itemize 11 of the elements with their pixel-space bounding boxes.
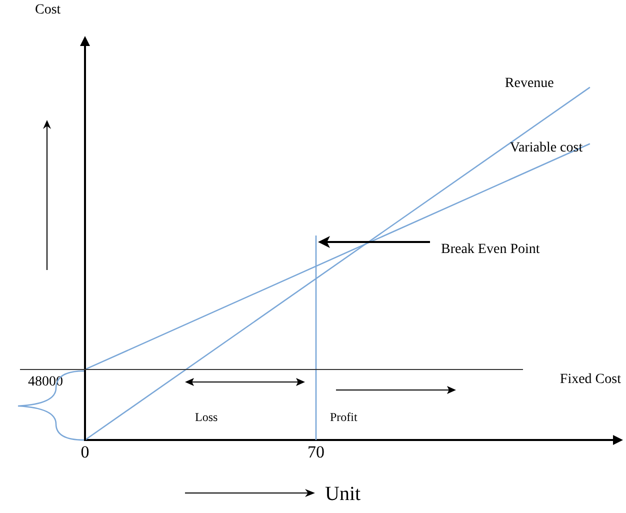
annotation: Profit bbox=[330, 410, 358, 424]
text: 48000 bbox=[28, 374, 63, 390]
annotation: Break Even Point bbox=[441, 242, 540, 258]
x-tick-label: 0 bbox=[80, 442, 90, 462]
x-tick-label: 70 bbox=[308, 442, 324, 462]
x-axis-title: Unit bbox=[325, 483, 361, 506]
series-label: Revenue bbox=[504, 76, 554, 91]
ref-line-label: Fixed Cost bbox=[560, 372, 622, 388]
series-label: Variable cost bbox=[510, 140, 583, 156]
annotation: Loss bbox=[195, 410, 218, 424]
text: Cost bbox=[35, 2, 61, 18]
